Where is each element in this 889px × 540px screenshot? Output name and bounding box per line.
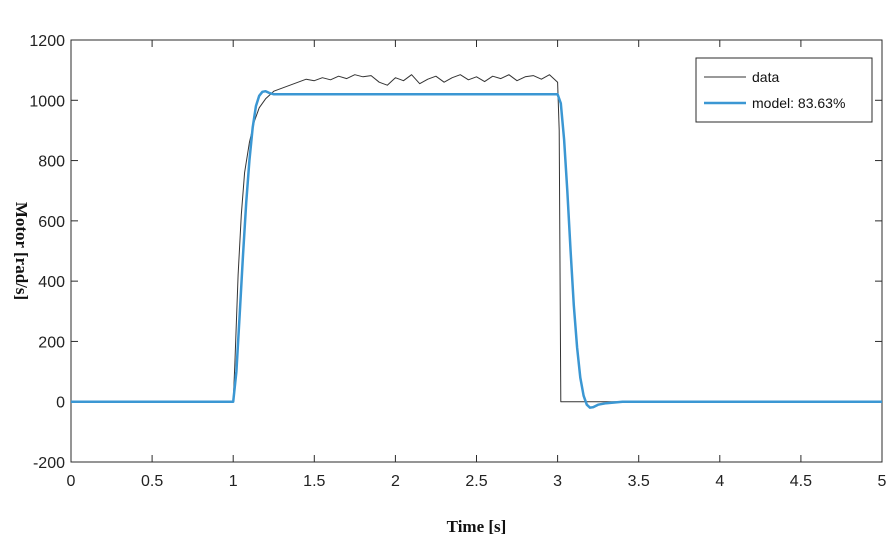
x-tick-label: 4.5 bbox=[790, 473, 812, 490]
y-tick-label: 1200 bbox=[29, 33, 65, 50]
x-tick-label: 1 bbox=[229, 473, 238, 490]
series-data-line bbox=[71, 74, 882, 403]
x-tick-label: 5 bbox=[878, 473, 887, 490]
y-tick-label: 1000 bbox=[29, 93, 65, 110]
y-tick-label: 0 bbox=[56, 395, 65, 412]
legend-box bbox=[695, 57, 873, 123]
series-layer bbox=[71, 74, 882, 409]
y-tick-label: 800 bbox=[38, 154, 65, 171]
series-model-line bbox=[71, 89, 882, 409]
x-tick-label: 2.5 bbox=[465, 473, 487, 490]
x-tick-label: 0 bbox=[67, 473, 76, 490]
x-axis-label: Time [s] bbox=[447, 517, 507, 536]
legend-label: data bbox=[752, 69, 779, 85]
x-tick-label: 4 bbox=[715, 473, 724, 490]
x-tick-label: 2 bbox=[391, 473, 400, 490]
y-axis-label: Motor [rad/s] bbox=[12, 202, 31, 300]
x-tick-label: 3 bbox=[553, 473, 562, 490]
legend: data model: 83.63% bbox=[695, 57, 873, 123]
y-tick-label: 400 bbox=[38, 274, 65, 291]
y-tick-label: 200 bbox=[38, 334, 65, 351]
x-tick-label: 0.5 bbox=[141, 473, 163, 490]
legend-label: model: 83.63% bbox=[752, 95, 845, 111]
x-tick-label: 1.5 bbox=[303, 473, 325, 490]
y-tick-label: -200 bbox=[33, 455, 65, 472]
y-tick-label: 600 bbox=[38, 214, 65, 231]
x-tick-label: 3.5 bbox=[628, 473, 650, 490]
